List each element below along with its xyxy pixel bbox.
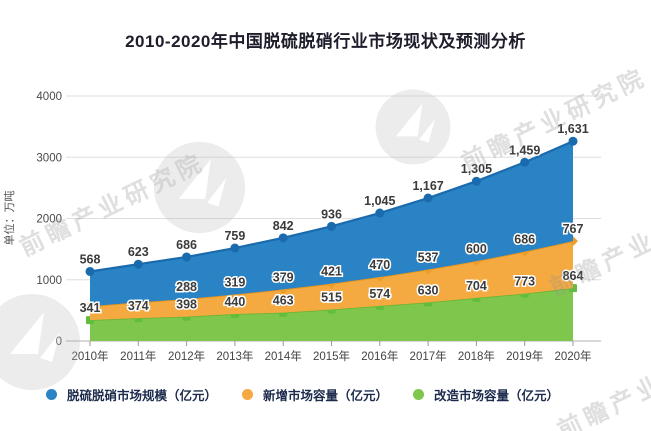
svg-text:515: 515 xyxy=(321,290,342,304)
svg-text:1,631: 1,631 xyxy=(557,122,588,136)
svg-text:2017年: 2017年 xyxy=(410,349,447,363)
legend-item-retrofit-capacity: 改造市场容量（亿元） xyxy=(413,385,559,404)
legend-dot-orange-icon xyxy=(242,389,254,400)
svg-text:686: 686 xyxy=(176,238,197,252)
svg-text:288: 288 xyxy=(176,280,197,294)
legend-item-new-capacity: 新增市场容量（亿元） xyxy=(242,385,388,404)
svg-text:2010年: 2010年 xyxy=(71,349,108,363)
svg-text:470: 470 xyxy=(369,258,390,272)
legend-label: 改造市场容量（亿元） xyxy=(434,389,560,403)
svg-text:568: 568 xyxy=(80,252,101,266)
svg-text:2015年: 2015年 xyxy=(313,349,350,363)
legend-dot-blue-icon xyxy=(46,389,57,400)
svg-text:3000: 3000 xyxy=(36,152,62,164)
svg-text:440: 440 xyxy=(224,295,245,309)
svg-text:537: 537 xyxy=(418,251,439,265)
chart-title: 2010-2020年中国脱硫脱硝行业市场现状及预测分析 xyxy=(125,32,526,51)
svg-text:398: 398 xyxy=(176,298,197,312)
svg-text:421: 421 xyxy=(321,265,342,279)
svg-text:2016年: 2016年 xyxy=(361,349,398,363)
legend-label: 新增市场容量（亿元） xyxy=(263,389,389,403)
svg-text:2020年: 2020年 xyxy=(554,349,591,363)
svg-text:630: 630 xyxy=(418,283,439,297)
svg-text:773: 773 xyxy=(514,275,535,289)
svg-text:2013年: 2013年 xyxy=(216,349,253,363)
svg-text:2014年: 2014年 xyxy=(265,349,302,363)
svg-text:600: 600 xyxy=(466,242,487,256)
legend-dot-green-icon xyxy=(413,389,425,400)
svg-text:379: 379 xyxy=(273,270,294,284)
svg-text:2000: 2000 xyxy=(36,214,62,226)
svg-text:1,045: 1,045 xyxy=(364,194,395,208)
svg-text:623: 623 xyxy=(128,245,149,259)
svg-text:864: 864 xyxy=(563,269,584,283)
svg-text:574: 574 xyxy=(369,287,390,301)
chart-legend: 脱硫脱硝市场规模（亿元） 新增市场容量（亿元） 改造市场容量（亿元） xyxy=(46,385,559,404)
svg-text:704: 704 xyxy=(466,279,487,293)
svg-text:1,305: 1,305 xyxy=(461,162,492,176)
svg-text:2011年: 2011年 xyxy=(120,349,156,363)
legend-label: 脱硫脱硝市场规模（亿元） xyxy=(67,389,218,403)
svg-text:842: 842 xyxy=(273,219,294,233)
svg-text:686: 686 xyxy=(514,233,535,247)
svg-text:1,459: 1,459 xyxy=(509,143,540,157)
svg-text:767: 767 xyxy=(563,222,584,236)
svg-text:463: 463 xyxy=(273,294,294,308)
svg-text:759: 759 xyxy=(224,229,245,243)
svg-text:2019年: 2019年 xyxy=(506,349,543,363)
svg-text:374: 374 xyxy=(128,299,149,313)
svg-text:341: 341 xyxy=(80,301,101,315)
svg-text:0: 0 xyxy=(56,336,62,348)
svg-text:2018年: 2018年 xyxy=(458,349,495,363)
legend-item-market-size: 脱硫脱硝市场规模（亿元） xyxy=(46,385,217,404)
svg-text:单位：万吨: 单位：万吨 xyxy=(2,191,16,246)
svg-text:1,167: 1,167 xyxy=(412,179,443,193)
svg-text:1000: 1000 xyxy=(36,275,62,287)
svg-text:319: 319 xyxy=(224,276,245,290)
svg-text:2012年: 2012年 xyxy=(168,349,205,363)
svg-text:936: 936 xyxy=(321,207,342,221)
svg-text:4000: 4000 xyxy=(36,91,62,103)
